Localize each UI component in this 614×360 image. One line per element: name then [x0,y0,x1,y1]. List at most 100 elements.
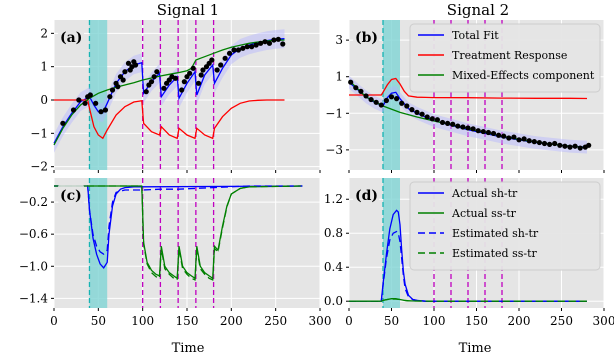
observation-point [179,87,185,93]
y-tick-label: −3 [325,143,343,157]
observation-point [445,120,451,126]
observation-point [363,93,369,99]
xlabel-right: Time [459,341,492,356]
observation-point [526,138,532,144]
x-tick-label: 150 [465,314,488,328]
observation-point [429,116,435,122]
observation-point [439,119,446,126]
observation-point [480,128,486,135]
observation-point [496,132,502,138]
treatment-shaded-span [89,178,108,308]
series-line-treatment-response [349,77,588,100]
observation-point [231,47,237,53]
panel-label-box [353,26,379,46]
legend-entry-label: Estimated ss-tr [452,247,537,260]
observation-point [536,139,543,146]
x-tick-label: 100 [423,314,446,328]
xlabel-left: Time [172,341,205,356]
x-tick-label: 100 [131,314,154,328]
observation-point [490,130,497,137]
observation-point [424,114,430,120]
panel-label-box [58,26,84,46]
observation-point [470,126,476,132]
observation-point [143,89,149,95]
x-tick-label: 200 [508,314,531,328]
observation-point [195,80,202,86]
y-tick-label: 1 [40,60,48,74]
observation-point [253,42,259,48]
observation-point [399,100,405,106]
x-tick-label: 300 [309,314,332,328]
observation-point [409,107,415,113]
series-line-estimated-sh-tr [349,230,587,302]
observation-point [60,120,66,126]
observation-point [262,39,268,45]
observation-point [358,88,364,94]
observation-point [368,96,374,103]
x-tick-label: 300 [593,314,614,328]
observation-point [218,62,224,68]
observation-point [249,44,255,50]
treatment-shaded-span [89,20,108,170]
observation-point [531,139,537,145]
legend-box [409,23,601,93]
observation-point [271,37,277,43]
observation-point [521,136,527,142]
panel-0: 2 1 0 −1 −2 (a) [30,20,321,174]
legend: Total Fit Treatment Response Mixed-Effects… [409,23,601,93]
observation-point [102,107,109,113]
observation-point [98,109,104,115]
y-tick-label: 2 [40,26,48,40]
observation-point [275,36,281,42]
panel-label: (a) [60,30,82,46]
observation-point [154,69,160,75]
x-tick-label: 150 [176,314,199,328]
panel-label-box [353,184,379,204]
observation-point [172,75,179,81]
observation-point [190,65,196,71]
observation-point [181,79,187,85]
y-tick-label: 3 [335,33,343,47]
observation-point [455,123,461,129]
observation-point [70,107,77,113]
observation-point [383,97,389,104]
series-line-mixed-effects-component [53,39,285,146]
x-tick-label: 0 [345,314,353,328]
y-tick-label: 1 [335,70,343,84]
panel-1: 3 1 −1 −3 (b) Total Fit Treatment Response Mixe… [325,20,605,173]
observation-point [465,125,471,131]
panel-label: (b) [355,30,378,46]
observation-point [120,77,126,83]
observation-point [200,67,206,73]
y-tick-label: −2 [30,160,48,174]
observation-point [244,44,250,50]
observation-point [209,57,215,63]
observation-point [76,97,82,103]
x-tick-label: 50 [91,314,106,328]
observation-point [125,60,132,66]
observation-point [516,137,522,143]
observation-point [506,135,512,141]
observation-point [107,94,113,100]
observation-point [214,67,220,73]
treatment-shaded-span [383,178,400,308]
observation-point [187,70,193,76]
observation-point [378,102,384,108]
legend-entry-label: Estimated sh-tr [452,227,539,240]
observation-point [485,129,491,136]
panel-2: −0.2 −0.6 −1.0 −1.40 50 100 150 200 250 300 (c) [19,178,332,328]
observation-point [222,55,228,61]
observation-point [552,140,558,147]
observation-point [109,87,116,93]
observation-point [501,133,507,139]
observation-point [511,134,517,140]
observation-point [394,96,400,102]
observation-point [450,121,456,127]
observation-point [280,41,286,47]
panel-label: (d) [355,188,378,204]
y-tick-label: 0 [40,93,48,107]
x-tick-label: 200 [220,314,243,328]
observation-point [586,142,592,148]
observation-point [547,141,553,147]
